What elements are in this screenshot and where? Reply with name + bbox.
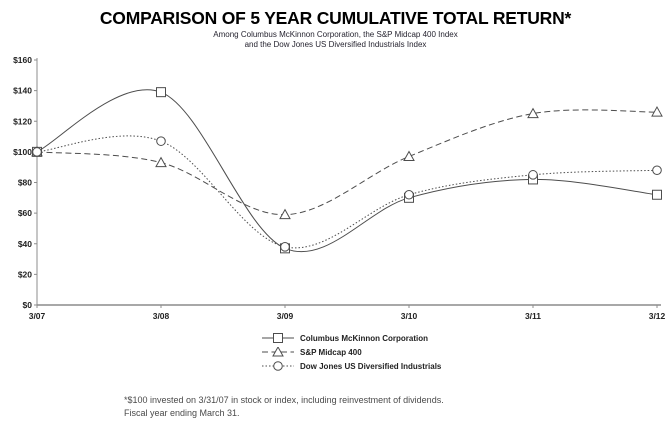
y-tick-label: $160 [13, 55, 32, 65]
square-marker-icon [273, 333, 283, 343]
legend-label-dow-jones-diversified: Dow Jones US Diversified Industrials [300, 361, 442, 371]
chart-footnote: *$100 invested on 3/31/07 in stock or in… [124, 394, 444, 420]
sp-midcap-line-marker-icon [262, 347, 294, 357]
y-tick-label: $140 [13, 86, 32, 96]
circle-marker-icon [273, 361, 283, 371]
x-tick-label: 3/11 [525, 311, 541, 321]
x-tick-label: 3/07 [29, 311, 46, 321]
triangle-marker-icon [272, 347, 284, 357]
series-1-marker [403, 150, 415, 161]
legend-item-sp-midcap-400: S&P Midcap 400 [262, 347, 441, 357]
footnote-line2: Fiscal year ending March 31. [124, 408, 240, 418]
series-line-2 [36, 135, 658, 249]
y-tick-label: $80 [18, 178, 32, 188]
footnote-line1: *$100 invested on 3/31/07 in stock or in… [124, 395, 444, 405]
legend-item-dow-jones-diversified: Dow Jones US Diversified Industrials [262, 361, 441, 371]
columbus-mckinnon-line-marker-icon [262, 333, 294, 343]
y-tick-label: $40 [18, 239, 32, 249]
x-tick-label: 3/09 [277, 311, 294, 321]
series-2-marker [280, 242, 290, 252]
y-tick-label: $120 [13, 116, 32, 126]
chart-legend: Columbus McKinnon Corporation S&P Midcap… [262, 333, 441, 371]
series-2-marker [652, 165, 662, 176]
x-tick-label: 3/10 [401, 311, 418, 321]
series-2-marker [528, 170, 538, 180]
series-2-marker [404, 189, 414, 200]
chart-title: COMPARISON OF 5 YEAR CUMULATIVE TOTAL RE… [99, 8, 572, 28]
legend-item-columbus-mckinnon: Columbus McKinnon Corporation [262, 333, 441, 343]
series-1-marker [155, 156, 167, 168]
y-tick-label: $0 [23, 300, 33, 310]
legend-label-columbus-mckinnon: Columbus McKinnon Corporation [300, 333, 428, 343]
x-tick-label: 3/12 [649, 311, 666, 321]
x-tick-label: 3/08 [153, 311, 170, 321]
series-1-marker [279, 208, 291, 220]
series-0-marker [156, 87, 166, 98]
line-chart-plot-area: $0 $20 $40 $60 $80 $100 $120 $140 $160 3/07 3/08 3/… [13, 55, 666, 321]
y-tick-label: $20 [18, 269, 32, 279]
series-0-marker [652, 189, 662, 200]
series-line-1 [36, 109, 658, 216]
y-tick-label: $60 [18, 208, 32, 218]
y-tick-label: $100 [13, 147, 32, 157]
chart-subtitle-line1: Among Columbus McKinnon Corporation, the… [213, 30, 458, 39]
series-1-marker [651, 106, 663, 117]
series-1-marker [527, 107, 539, 119]
chart-subtitle-line2: and the Dow Jones US Diversified Industr… [244, 40, 427, 49]
dow-jones-line-marker-icon [262, 361, 294, 371]
series-2-marker [156, 136, 166, 146]
legend-label-sp-midcap-400: S&P Midcap 400 [300, 347, 362, 357]
series-2-marker [32, 147, 42, 157]
series-line-0 [36, 89, 658, 253]
